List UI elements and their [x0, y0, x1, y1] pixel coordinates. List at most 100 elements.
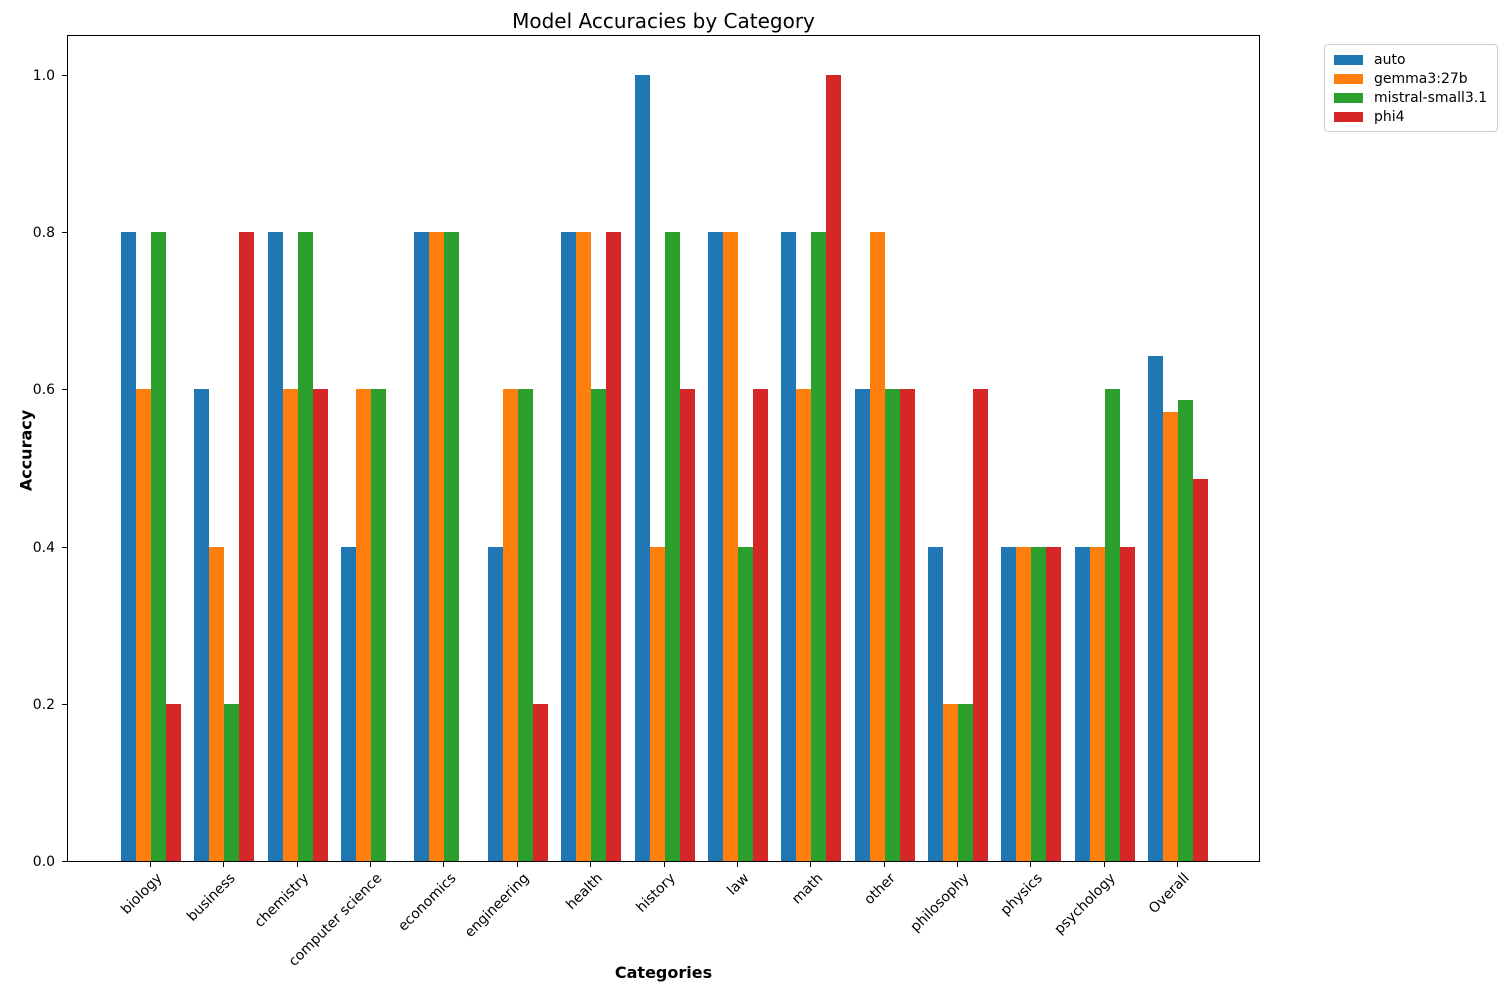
bar: [781, 232, 797, 861]
bar: [1001, 546, 1017, 861]
y-tick-label: 0.0: [32, 854, 55, 870]
legend-label: mistral-small3.1: [1374, 89, 1488, 106]
x-tick-mark: [443, 862, 445, 867]
y-tick-label: 0.4: [32, 539, 55, 556]
legend-color-swatch: [1334, 73, 1363, 84]
bar: [1016, 546, 1032, 861]
bar: [371, 389, 387, 861]
x-tick-label: chemistry: [251, 870, 313, 931]
bar: [942, 703, 958, 861]
bar: [194, 389, 210, 861]
x-tick-mark: [150, 862, 151, 867]
bar: [341, 546, 357, 861]
legend-label: gemma3:27b: [1374, 70, 1468, 87]
bar: [224, 703, 240, 861]
bar: [136, 389, 151, 861]
bar: [1104, 389, 1120, 861]
x-tick-mark: [590, 862, 592, 867]
bar: [634, 75, 650, 861]
y-tick-mark: [62, 861, 67, 862]
bar: [854, 389, 870, 861]
legend-item: mistral-small3.1: [1334, 89, 1497, 107]
x-tick-mark: [883, 862, 885, 867]
x-axis-label: Categories: [614, 963, 713, 982]
legend-item: gemma3:27b: [1334, 70, 1497, 88]
bar: [1074, 546, 1090, 861]
x-tick-label: Overall: [1145, 870, 1193, 917]
x-tick-mark: [1177, 862, 1178, 867]
bar: [267, 232, 283, 861]
chart-title: Model Accuracies by Category: [512, 9, 815, 33]
bar: [356, 389, 372, 861]
bar: [884, 389, 900, 861]
legend-label: phi4: [1374, 108, 1405, 125]
bar: [796, 389, 812, 861]
bar: [151, 232, 166, 861]
y-tick-mark: [62, 546, 67, 548]
bar: [487, 546, 503, 861]
bar: [752, 389, 768, 861]
x-tick-mark: [1030, 862, 1032, 867]
bar: [1148, 355, 1163, 861]
bar: [1119, 546, 1135, 861]
bar: [429, 232, 445, 861]
bar: [239, 232, 255, 861]
x-tick-mark: [736, 862, 738, 867]
x-tick-label: psychology: [1051, 870, 1120, 938]
x-tick-mark: [810, 862, 812, 867]
legend-color-swatch: [1334, 54, 1363, 65]
bar: [972, 389, 988, 861]
x-tick-mark: [370, 862, 372, 867]
y-tick-label: 0.8: [32, 225, 55, 242]
x-tick-label: engineering: [461, 870, 533, 941]
x-tick-mark: [296, 862, 298, 867]
bar: [561, 232, 577, 861]
bar: [591, 389, 607, 861]
x-tick-label: math: [788, 870, 826, 908]
y-tick-mark: [62, 232, 67, 234]
legend-color-swatch: [1334, 92, 1363, 103]
bar: [282, 389, 298, 861]
bar: [517, 389, 533, 861]
x-tick-label: biology: [118, 870, 166, 918]
legend-color-swatch: [1334, 111, 1363, 122]
plot-area: [67, 35, 1260, 862]
bar: [1031, 546, 1047, 861]
legend-label: auto: [1374, 51, 1406, 68]
bar: [722, 232, 738, 861]
legend-item: auto: [1334, 51, 1497, 69]
bar: [121, 232, 136, 861]
x-tick-label: physics: [997, 870, 1046, 919]
bar: [532, 703, 548, 861]
bar: [502, 389, 518, 861]
y-tick-mark: [62, 703, 67, 705]
bar: [297, 232, 313, 861]
x-tick-label: philosophy: [907, 870, 973, 936]
x-tick-label: health: [563, 870, 606, 913]
bar: [664, 232, 680, 861]
x-tick-label: history: [633, 870, 680, 916]
bar: [1193, 479, 1208, 861]
y-tick-label: 0.6: [32, 382, 55, 399]
x-tick-mark: [956, 862, 958, 867]
bar: [1046, 546, 1062, 861]
x-tick-mark: [516, 862, 518, 867]
y-tick-label: 1.0: [32, 68, 55, 84]
bar: [707, 232, 723, 861]
bar: [826, 75, 842, 861]
bar: [811, 232, 827, 861]
bar: [899, 389, 915, 861]
y-tick-mark: [62, 75, 67, 76]
bar: [1163, 412, 1178, 861]
bar: [166, 703, 181, 861]
x-tick-label: business: [184, 870, 239, 925]
y-tick-label: 0.2: [32, 696, 55, 713]
bar: [414, 232, 430, 861]
bar: [649, 546, 665, 861]
bar: [312, 389, 328, 861]
bar: [606, 232, 622, 861]
bar: [444, 232, 460, 861]
bar: [957, 703, 973, 861]
legend-item: phi4: [1334, 108, 1497, 126]
